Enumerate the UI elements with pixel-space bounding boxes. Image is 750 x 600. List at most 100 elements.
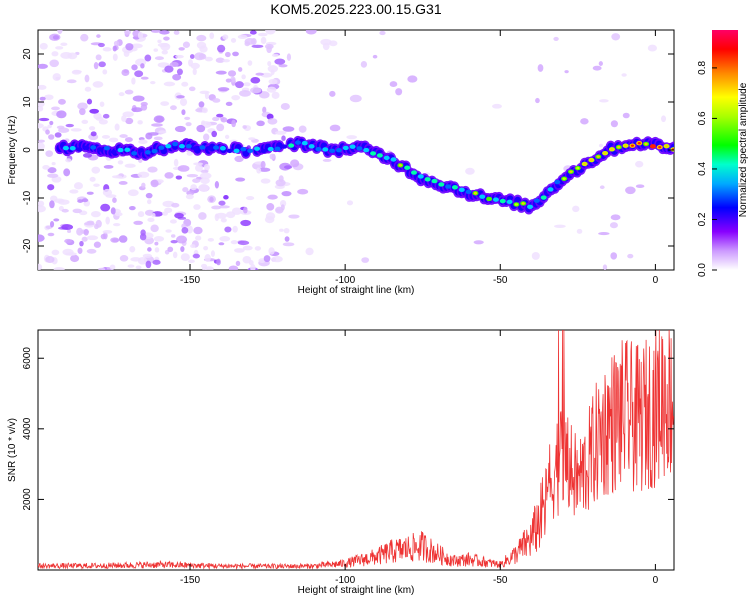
heatmap-noise-blob (140, 63, 145, 69)
heatmap-noise-blob (553, 36, 559, 41)
heatmap-noise-blob (84, 222, 95, 226)
heatmap-noise-blob (180, 253, 190, 262)
heatmap-noise-blob (553, 224, 566, 229)
heatmap-noise-blob (124, 89, 134, 95)
ridge-core (411, 170, 418, 175)
heatmap-noise-blob (247, 60, 253, 66)
heatmap-noise-blob (627, 253, 634, 259)
heatmap-noise-blob (47, 167, 57, 174)
ridge-core (451, 185, 458, 190)
ridge-core (254, 146, 261, 151)
x-tick-label: 0 (653, 575, 659, 586)
heatmap-noise-blob (220, 117, 228, 123)
heatmap-noise-blob (45, 150, 54, 157)
heatmap-noise-blob (215, 212, 227, 219)
ridge-core (178, 143, 185, 149)
heatmap-noise-blob (190, 62, 200, 70)
heatmap-noise-blob (329, 124, 341, 132)
heatmap-noise-blob (151, 123, 163, 127)
ridge-core (342, 145, 349, 151)
heatmap-noise-blob (51, 51, 59, 57)
colorbar-tick-label: 0.8 (697, 61, 708, 75)
heatmap-noise-blob (38, 200, 45, 207)
heatmap-noise-blob (190, 244, 196, 249)
x-tick-label: -50 (493, 575, 508, 586)
heatmap-noise-blob (173, 158, 179, 167)
heatmap-noise-blob (262, 106, 267, 114)
heatmap-noise-blob (233, 248, 245, 253)
ridge-core (151, 148, 158, 154)
heatmap-noise-blob (140, 76, 149, 80)
heatmap-noise-blob (298, 125, 307, 133)
heatmap-noise-blob (329, 90, 336, 97)
heatmap-noise-blob (150, 179, 159, 188)
x-tick-label: -150 (180, 575, 200, 586)
heatmap-noise-blob (140, 101, 148, 107)
heatmap-noise-blob (131, 77, 136, 85)
heatmap-noise-blob (124, 137, 133, 143)
heatmap-noise-blob (151, 212, 156, 218)
heatmap-noise-blob (201, 107, 208, 114)
heatmap-noise-blob (212, 98, 221, 103)
heatmap-noise-blob (207, 237, 215, 242)
heatmap-noise-blob (216, 113, 224, 118)
ridge-core (103, 145, 110, 151)
heatmap-noise-blob (599, 185, 605, 190)
y-tick-label: 6000 (22, 347, 33, 370)
heatmap-noise-blob (125, 43, 134, 51)
ridge-core (533, 198, 540, 203)
ridge-core (424, 177, 431, 182)
heatmap-noise-blob (265, 30, 276, 35)
heatmap-noise-blob (55, 46, 64, 50)
ridge-core (335, 147, 342, 153)
heatmap-noise-blob (67, 229, 72, 234)
heatmap-noise-blob (49, 200, 55, 209)
ridge-core (479, 194, 486, 199)
heatmap-noise-blob (77, 199, 84, 203)
heatmap-noise-blob (170, 240, 178, 244)
heatmap-noise-blob (44, 94, 54, 101)
heatmap-noise-blob (113, 222, 121, 227)
ridge-core (417, 174, 424, 179)
heatmap-noise-blob (290, 159, 300, 168)
heatmap-noise-blob (610, 252, 618, 260)
heatmap-noise-blob (56, 110, 67, 119)
heatmap-noise-blob (282, 242, 295, 247)
heatmap-noise-blob (118, 92, 125, 97)
heatmap-noise-blob (81, 236, 88, 242)
heatmap-noise-blob (176, 95, 185, 99)
heatmap-noise-blob (150, 224, 159, 233)
colorbar-gradient (712, 30, 738, 270)
heatmap-noise-blob (224, 134, 230, 139)
heatmap-noise-blob (38, 84, 47, 90)
ridge-core (281, 144, 288, 149)
heatmap-noise-blob (219, 236, 231, 242)
heatmap-noise-blob (95, 116, 104, 121)
heatmap-noise-blob (231, 119, 237, 128)
heatmap-noise-blob (188, 86, 196, 92)
heatmap-noise-blob (196, 34, 207, 42)
heatmap-noise-blob (246, 196, 255, 201)
heatmap-noise-blob (223, 195, 229, 200)
heatmap-noise-blob (203, 133, 210, 141)
heatmap-noise-blob (170, 105, 177, 111)
heatmap-noise-blob (88, 126, 96, 131)
heatmap-noise-blob (38, 105, 44, 112)
heatmap-noise-blob (200, 172, 212, 180)
ridge-peak (473, 192, 478, 195)
heatmap-noise-blob (241, 74, 246, 80)
heatmap-noise-blob (214, 180, 220, 189)
heatmap-noise-blob (209, 196, 214, 203)
heatmap-noise-blob (599, 99, 609, 103)
heatmap-noise-blob (82, 153, 93, 158)
heatmap-noise-blob (125, 117, 134, 125)
heatmap-noise-blob (147, 247, 152, 252)
ridge-peak (521, 202, 525, 205)
heatmap-noise-blob (200, 169, 209, 174)
ridge-core (69, 146, 76, 151)
heatmap-noise-blob (152, 259, 161, 265)
ridge-core (206, 145, 213, 151)
heatmap-noise-blob (204, 266, 214, 270)
